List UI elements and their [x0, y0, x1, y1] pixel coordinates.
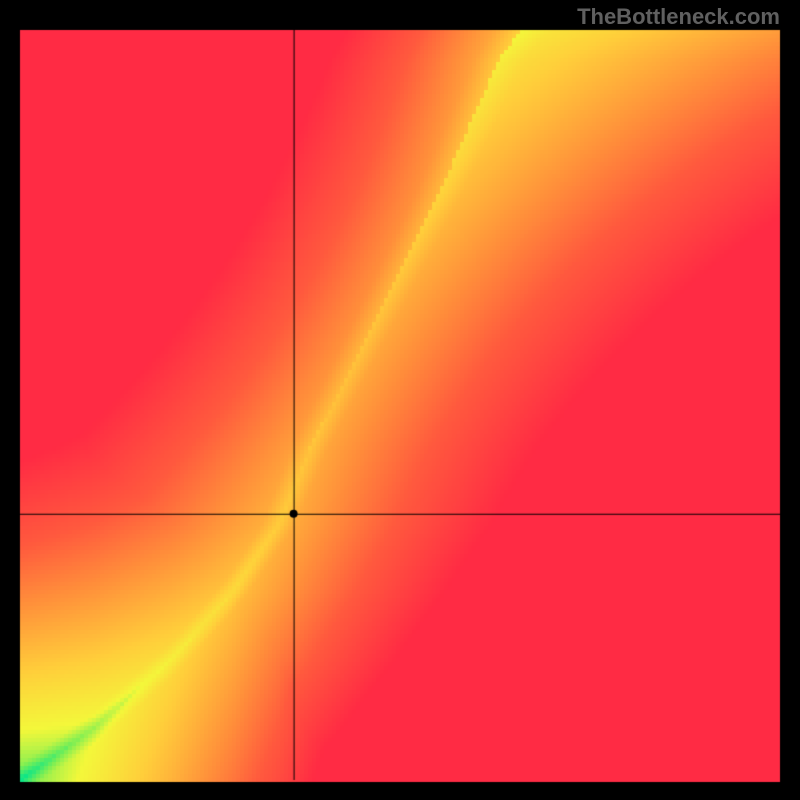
heatmap-canvas — [0, 0, 800, 800]
chart-container: TheBottleneck.com — [0, 0, 800, 800]
watermark-text: TheBottleneck.com — [577, 4, 780, 30]
